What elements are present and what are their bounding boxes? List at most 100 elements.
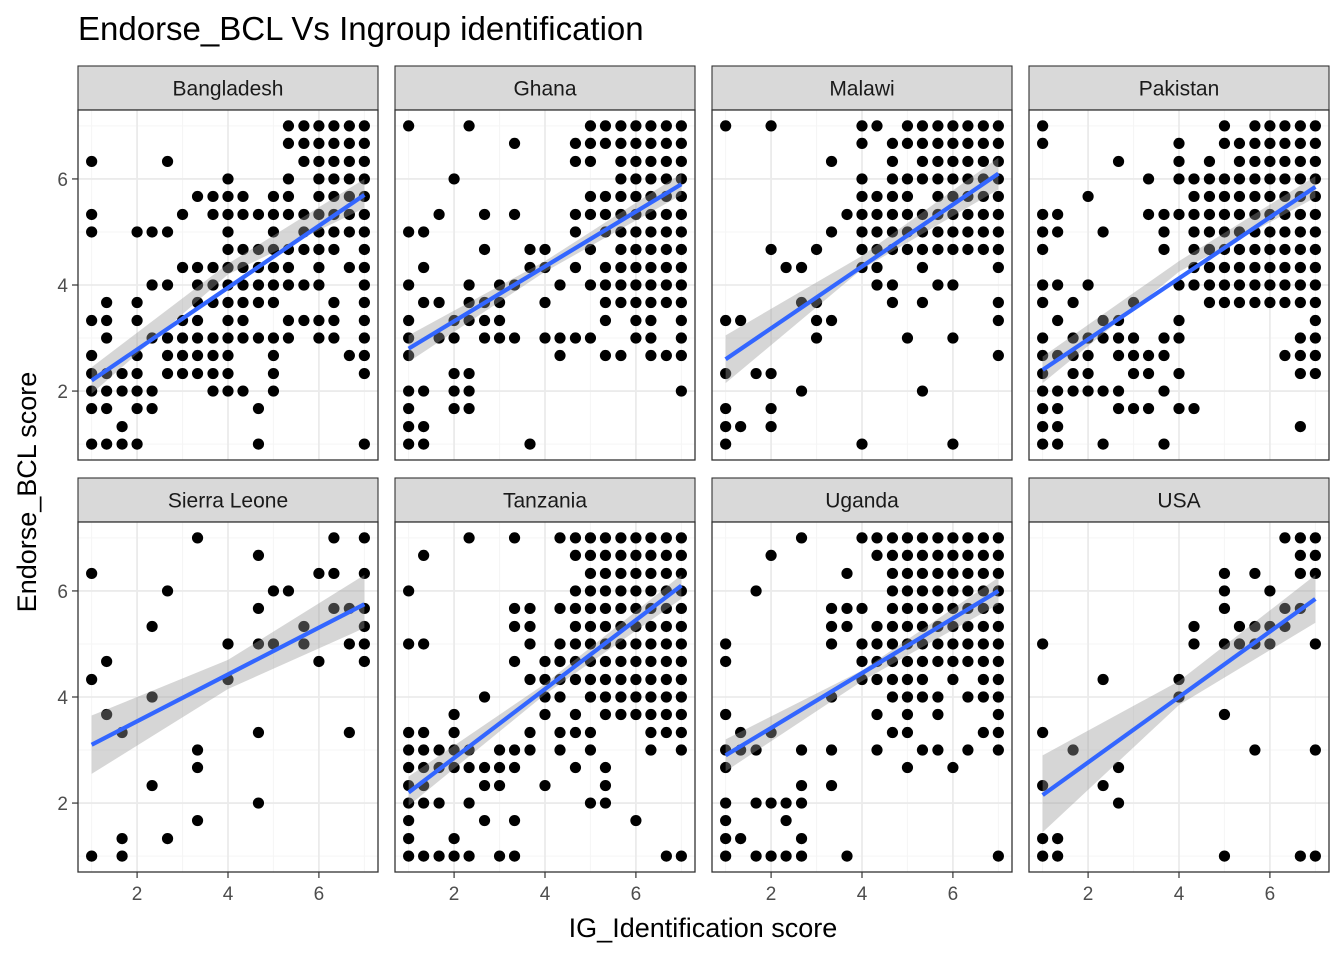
data-point	[1294, 532, 1306, 544]
data-point	[660, 120, 672, 132]
data-point	[1052, 314, 1064, 327]
data-point	[1264, 261, 1276, 274]
data-point	[328, 120, 340, 132]
data-point	[1218, 585, 1231, 597]
data-point	[901, 190, 914, 203]
data-point	[630, 638, 642, 650]
y-tick-label: 4	[57, 276, 68, 297]
data-point	[615, 120, 627, 132]
data-point	[630, 567, 642, 580]
data-point	[358, 208, 370, 221]
data-point	[871, 120, 883, 132]
data-point	[358, 155, 370, 168]
data-point	[765, 420, 777, 433]
data-point	[1052, 402, 1064, 415]
data-point	[116, 438, 128, 450]
data-point	[343, 173, 355, 185]
data-point	[886, 155, 899, 168]
data-point	[267, 585, 280, 597]
data-point	[660, 620, 672, 633]
data-point	[403, 402, 415, 415]
data-point	[282, 585, 295, 597]
data-point	[1188, 243, 1200, 256]
data-point	[795, 261, 808, 274]
data-point	[1218, 279, 1231, 291]
data-point	[947, 438, 959, 450]
data-point	[856, 532, 868, 544]
x-tick-label: 2	[449, 884, 460, 905]
data-point	[1294, 567, 1306, 580]
data-point	[131, 438, 143, 450]
data-point	[841, 567, 853, 580]
data-point	[886, 691, 899, 703]
data-point	[645, 261, 657, 274]
data-point	[992, 243, 1004, 256]
data-point	[1294, 208, 1306, 221]
data-point	[358, 638, 370, 650]
fit-line-usa	[1041, 597, 1317, 797]
data-point	[992, 549, 1004, 562]
y-tick-label: 4	[57, 688, 68, 709]
data-point	[584, 726, 597, 739]
data-point	[161, 332, 174, 344]
data-point	[313, 120, 325, 132]
data-point	[448, 832, 460, 845]
data-point	[508, 655, 521, 668]
data-point	[1294, 137, 1306, 150]
data-point	[901, 173, 914, 185]
data-point	[313, 332, 325, 344]
data-point	[901, 761, 914, 774]
data-point	[237, 208, 249, 221]
data-point	[1279, 279, 1291, 291]
data-point	[992, 349, 1004, 362]
data-point	[267, 385, 280, 397]
data-point	[1188, 226, 1200, 238]
data-point	[1309, 850, 1321, 862]
data-point	[222, 349, 234, 362]
points-uganda	[720, 532, 1004, 862]
x-tick-label: 6	[314, 884, 325, 905]
data-point	[1037, 850, 1049, 862]
data-point	[1309, 190, 1321, 203]
data-point	[252, 549, 265, 562]
data-point	[947, 761, 959, 774]
data-point	[403, 638, 415, 650]
data-point	[298, 638, 310, 650]
panel-border	[394, 109, 696, 461]
data-point	[463, 532, 475, 544]
data-point	[313, 243, 325, 256]
data-point	[720, 814, 732, 827]
data-point	[615, 638, 627, 650]
data-point	[358, 226, 370, 238]
data-point	[1112, 349, 1125, 362]
data-point	[569, 585, 582, 597]
data-point	[584, 120, 597, 132]
data-point	[418, 726, 430, 739]
data-point	[675, 155, 687, 168]
data-point	[418, 420, 430, 433]
x-tick-label: 6	[631, 884, 642, 905]
panel-uganda: Uganda 2 4 6	[711, 477, 1013, 905]
data-point	[1309, 332, 1321, 344]
data-point	[1037, 726, 1049, 739]
data-point	[630, 155, 642, 168]
data-point	[1188, 620, 1200, 633]
data-point	[1067, 296, 1079, 309]
data-point	[584, 638, 597, 650]
data-point	[1249, 190, 1261, 203]
data-point	[448, 367, 460, 380]
data-point	[765, 797, 777, 809]
data-point	[478, 314, 491, 327]
data-point	[1279, 349, 1291, 362]
data-point	[463, 314, 475, 327]
data-point	[493, 279, 506, 291]
data-point	[1142, 349, 1155, 362]
data-point	[599, 691, 612, 703]
data-point	[720, 367, 732, 380]
data-point	[599, 779, 612, 792]
data-point	[328, 243, 340, 256]
data-point	[1052, 208, 1064, 221]
data-point	[1203, 190, 1216, 203]
data-point	[856, 226, 868, 238]
